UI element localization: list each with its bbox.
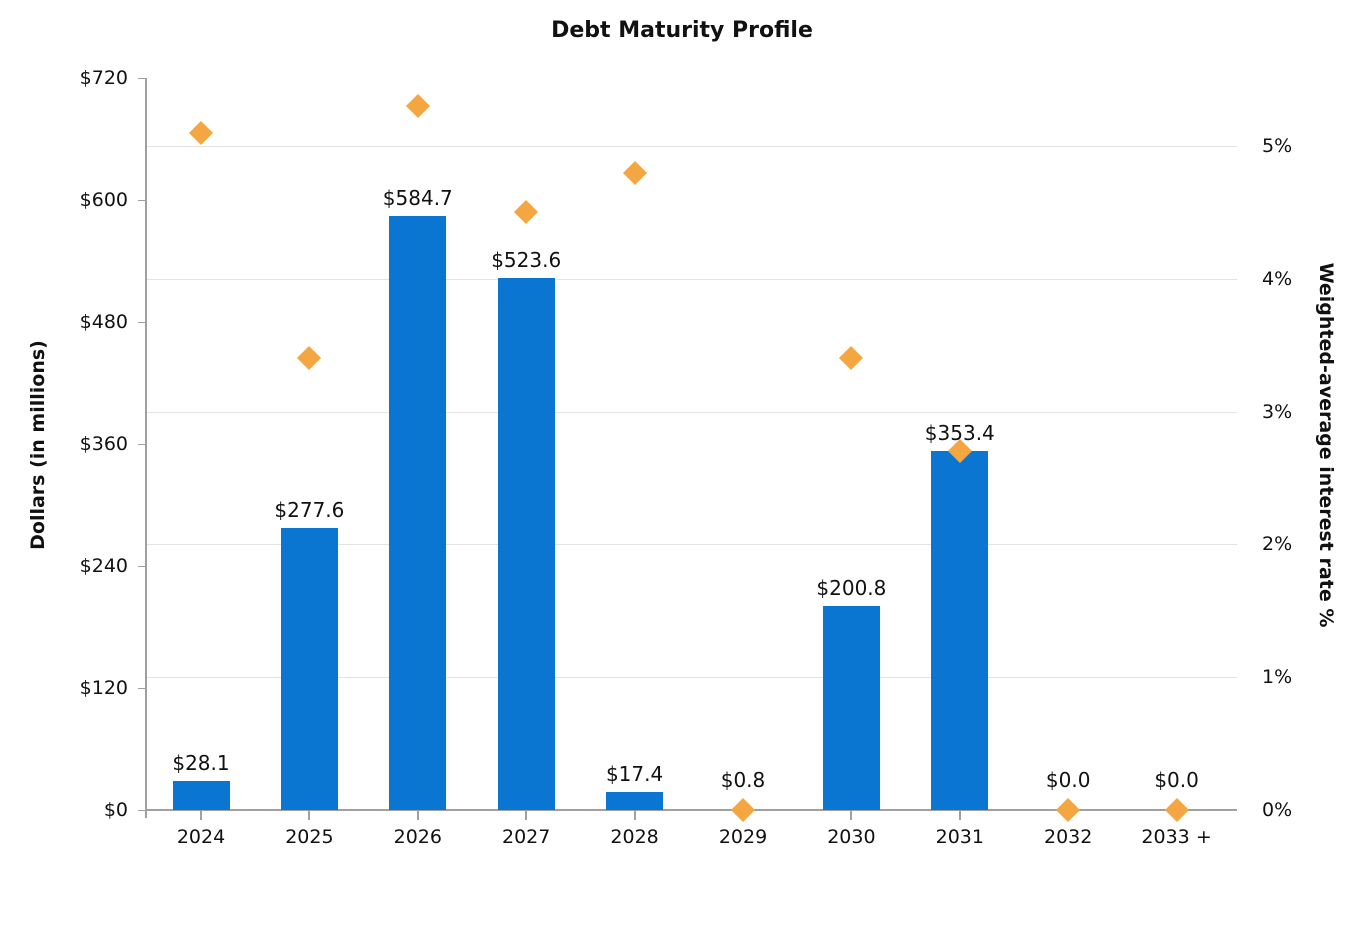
x-axis-tick-label: 2026 [393,826,442,848]
x-tick-mark [200,811,202,820]
left-axis-tick-label: $120 [79,677,128,699]
x-axis-tick-label: 2031 [935,826,984,848]
left-tick-mark [138,810,145,811]
left-axis-tick-label: $240 [79,555,128,577]
bar-value-label: $523.6 [491,247,562,272]
bar-value-label: $17.4 [605,762,664,787]
left-axis-tick-label: $360 [79,433,128,455]
x-axis-line [145,809,1237,811]
left-tick-mark [138,78,145,79]
x-tick-mark [633,811,636,820]
bar-value-label: $0.8 [720,768,766,792]
x-axis-tick-label: 2024 [176,826,226,848]
x-axis-tick-label: 2029 [718,826,768,848]
right-axis-tick-label: 5% [1262,135,1293,157]
right-axis-title: Weighted-average interest rate % [1315,262,1337,628]
right-axis-tick-label: 3% [1262,400,1293,423]
x-axis-tick-label: 2030 [827,826,876,848]
x-axis-tick-label: 2028 [610,826,659,848]
rate-diamond-marker-icon [188,120,214,145]
bar-value-label: $584.7 [382,185,453,210]
left-tick-mark [138,444,145,445]
x-tick-mark [416,811,419,820]
left-axis-tick-label: $720 [79,67,128,89]
gridline [147,411,1237,413]
x-axis-tick-label: 2033 + [1141,826,1212,848]
rate-diamond-marker-icon [514,200,539,225]
bar-value-label: $0.0 [1154,768,1199,792]
x-axis-tick-label: 2032 [1044,826,1093,848]
bar [389,215,447,810]
gridline [147,146,1237,147]
bar [606,792,664,810]
right-axis-tick-label: 2% [1262,533,1293,556]
rate-diamond-marker-icon [297,346,322,371]
left-tick-mark [138,322,145,323]
x-tick-mark [525,811,528,820]
left-axis-tick-label: $600 [79,189,128,211]
bar-value-label: $200.8 [816,575,887,600]
bar [497,277,555,810]
rate-diamond-marker-icon [839,346,864,371]
left-axis-tick-label: $0 [103,799,128,821]
gridline [147,278,1237,280]
bar-value-label: $28.1 [172,751,230,776]
chart-title: Debt Maturity Profile [551,18,813,43]
rate-diamond-marker-icon [405,94,430,119]
rate-diamond-marker-icon [1164,797,1189,823]
left-tick-mark [138,688,145,689]
bar [280,527,338,810]
x-tick-mark [850,811,853,820]
rate-diamond-marker-icon [730,797,756,823]
x-axis-tick-label: 2025 [285,826,334,848]
bar-value-label: $277.6 [274,497,345,522]
x-tick-mark [958,811,961,820]
bar [822,605,880,810]
x-axis-tick-label: 2027 [502,826,551,848]
y-axis-line [145,78,147,818]
rate-diamond-marker-icon [622,160,647,185]
right-axis-tick-label: 4% [1262,267,1293,290]
right-axis-tick-label: 0% [1262,799,1293,821]
right-axis-tick-label: 1% [1262,666,1293,689]
legend: Debt Maturities Weighted-Average Interes… [0,880,1364,920]
gridline [147,677,1237,679]
rate-diamond-marker-icon [1056,797,1081,823]
left-axis-tick-label: $480 [79,311,128,333]
left-tick-mark [138,200,145,201]
bar [931,450,989,810]
x-tick-mark [308,811,311,820]
bar [172,781,230,810]
gridline [147,544,1237,546]
bar-value-label: $0.0 [1045,768,1091,792]
left-tick-mark [138,566,145,567]
